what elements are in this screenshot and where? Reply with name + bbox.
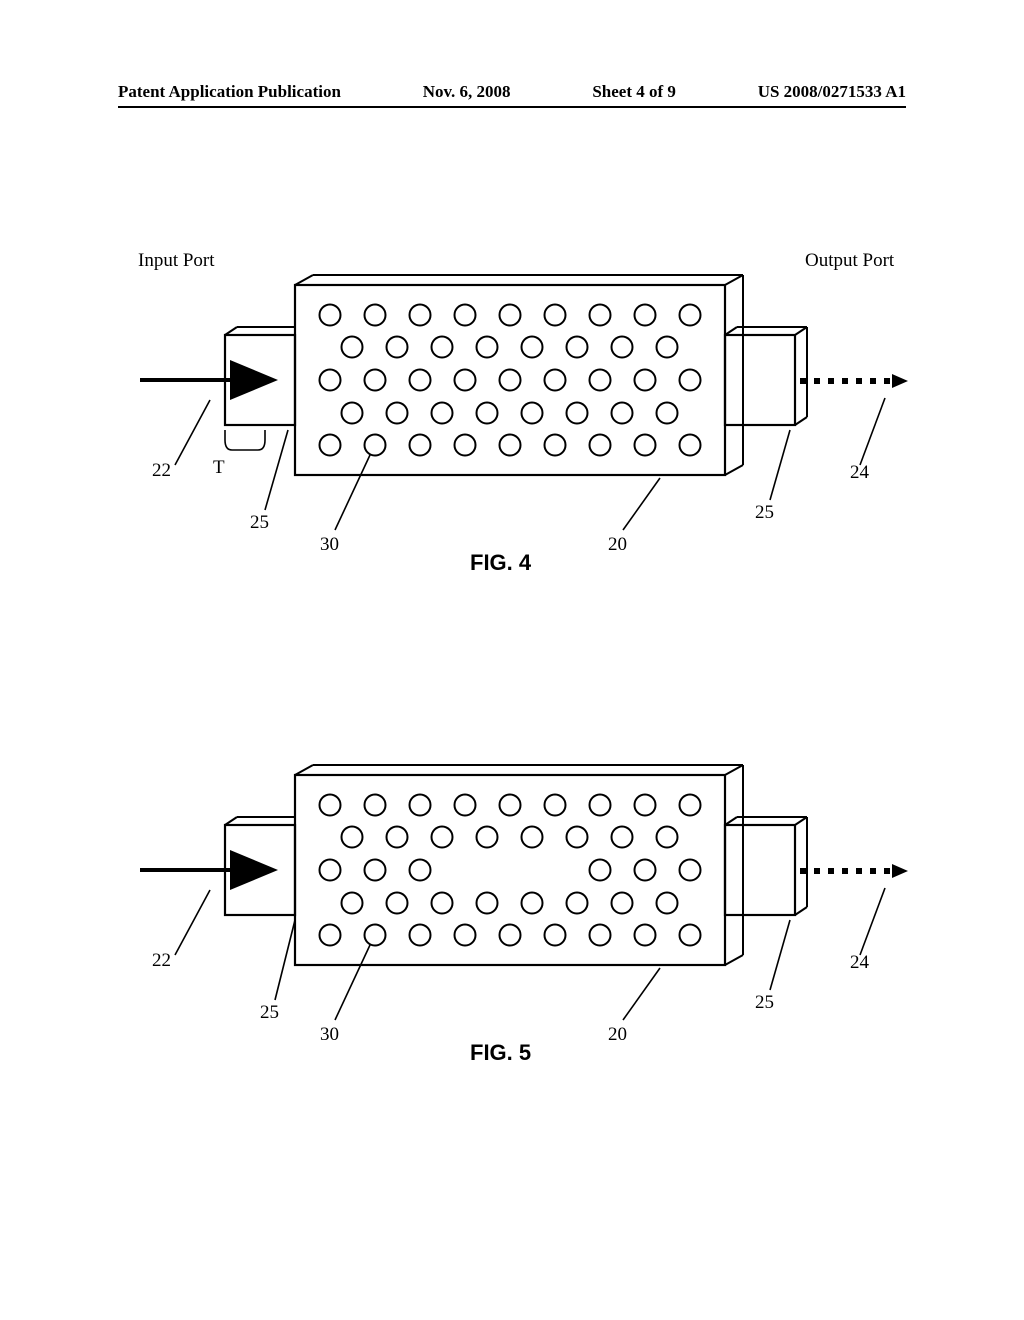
header-right: US 2008/0271533 A1 bbox=[758, 82, 906, 102]
fig4-svg bbox=[0, 240, 1024, 600]
ref-25-left-5: 25 bbox=[260, 1002, 279, 1024]
ref-30: 30 bbox=[320, 534, 339, 556]
header-left: Patent Application Publication bbox=[118, 82, 341, 102]
ref-25-right: 25 bbox=[755, 502, 774, 524]
header-center-sheet: Sheet 4 of 9 bbox=[592, 82, 676, 102]
ref-25-left: 25 bbox=[250, 512, 269, 534]
ref-25-right-5: 25 bbox=[755, 992, 774, 1014]
figure-4: Input Port Output Port bbox=[0, 240, 1024, 600]
fig5-caption: FIG. 5 bbox=[470, 1040, 531, 1066]
fig5-svg bbox=[0, 730, 1024, 1090]
output-port-label: Output Port bbox=[805, 250, 894, 272]
header-center-date: Nov. 6, 2008 bbox=[423, 82, 511, 102]
ref-24: 24 bbox=[850, 462, 869, 484]
page-header: Patent Application Publication Nov. 6, 2… bbox=[118, 82, 906, 102]
figure-5: 22 25 30 20 25 24 FIG. 5 bbox=[0, 730, 1024, 1090]
fig4-caption: FIG. 4 bbox=[470, 550, 531, 576]
patent-page: Patent Application Publication Nov. 6, 2… bbox=[0, 0, 1024, 1320]
header-rule bbox=[118, 106, 906, 108]
ref-20-5: 20 bbox=[608, 1024, 627, 1046]
ref-20: 20 bbox=[608, 534, 627, 556]
ref-24-5: 24 bbox=[850, 952, 869, 974]
ref-22: 22 bbox=[152, 460, 171, 482]
ref-22-5: 22 bbox=[152, 950, 171, 972]
input-port-label: Input Port bbox=[138, 250, 215, 272]
ref-T: T bbox=[213, 457, 225, 479]
ref-30-5: 30 bbox=[320, 1024, 339, 1046]
